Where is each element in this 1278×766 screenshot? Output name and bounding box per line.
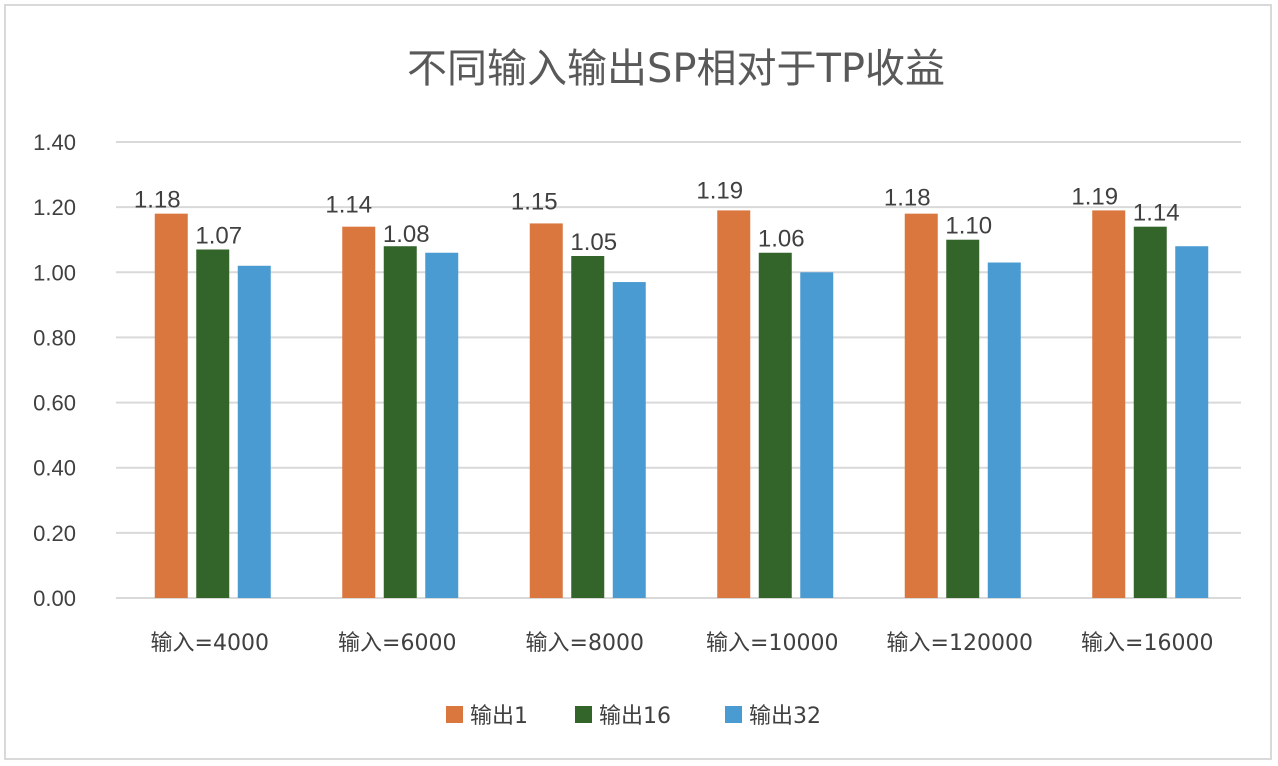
bar xyxy=(717,210,751,598)
bar xyxy=(800,272,834,598)
y-tick-label: 0.20 xyxy=(33,521,76,546)
legend-label: 输出16 xyxy=(599,704,671,729)
legend-swatch xyxy=(575,706,592,723)
y-tick-label: 1.00 xyxy=(33,260,76,285)
x-tick-label: 输入=4000 xyxy=(151,631,269,656)
y-tick-label: 1.40 xyxy=(33,130,76,155)
y-tick-label: 0.80 xyxy=(33,325,76,350)
bar xyxy=(612,282,646,598)
x-tick-label: 输入=16000 xyxy=(1081,631,1213,656)
x-tick-label: 输入=6000 xyxy=(338,631,456,656)
bar xyxy=(196,249,230,598)
x-tick-label: 输入=8000 xyxy=(526,631,644,656)
data-label: 1.18 xyxy=(884,185,931,212)
bar xyxy=(383,246,417,598)
data-label: 1.06 xyxy=(758,226,805,253)
bar xyxy=(1133,226,1167,598)
data-label: 1.18 xyxy=(134,187,181,214)
legend: 输出1 输出16 输出32 xyxy=(446,704,821,729)
y-tick-label: 0.00 xyxy=(33,586,76,611)
y-tick-label: 0.60 xyxy=(33,391,76,416)
data-label: 1.08 xyxy=(383,221,430,248)
bar xyxy=(1092,210,1126,598)
legend-label: 输出1 xyxy=(470,704,528,729)
data-label: 1.14 xyxy=(325,192,372,219)
bar xyxy=(529,223,563,598)
data-label: 1.07 xyxy=(195,222,242,249)
x-tick-label: 输入=120000 xyxy=(887,631,1033,656)
y-tick-label: 0.40 xyxy=(33,456,76,481)
legend-item: 输出32 xyxy=(725,704,821,729)
bar xyxy=(904,213,938,598)
chart-title: 不同输入输出SP相对于TP收益 xyxy=(407,46,945,92)
y-axis-ticks: 0.00 0.20 0.40 0.60 0.80 1.00 1.20 1.40 xyxy=(33,130,76,611)
legend-swatch xyxy=(725,706,742,723)
x-axis-ticks: 输入=4000 输入=6000 输入=8000 输入=10000 输入=120000 输入… xyxy=(151,631,1214,656)
bar xyxy=(154,213,188,598)
x-tick-label: 输入=10000 xyxy=(706,631,838,656)
bar xyxy=(237,265,271,598)
data-label: 1.14 xyxy=(1133,200,1180,227)
bar xyxy=(946,239,980,598)
bars xyxy=(154,210,1209,598)
bar xyxy=(987,262,1021,598)
legend-label: 输出32 xyxy=(749,704,821,729)
gridlines xyxy=(116,141,1241,599)
legend-item: 输出1 xyxy=(446,704,528,729)
bar xyxy=(571,256,605,598)
legend-item: 输出16 xyxy=(575,704,671,729)
y-tick-label: 1.20 xyxy=(33,195,76,220)
data-label: 1.15 xyxy=(511,188,558,215)
bar xyxy=(758,252,792,598)
bar xyxy=(342,226,376,598)
legend-swatch xyxy=(446,706,463,723)
data-label: 1.05 xyxy=(570,229,617,256)
bar xyxy=(425,252,459,598)
data-label: 1.19 xyxy=(696,177,743,204)
data-labels: 1.18 1.07 1.14 1.08 1.15 1.05 1.19 1.06 1.18 1.10… xyxy=(134,177,1180,256)
data-label: 1.10 xyxy=(945,213,992,240)
data-label: 1.19 xyxy=(1071,183,1118,210)
bar xyxy=(1175,246,1209,598)
